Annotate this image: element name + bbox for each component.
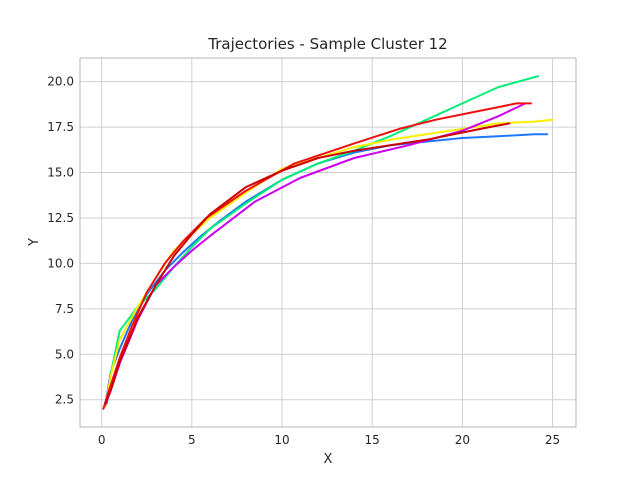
y-axis-label: Y bbox=[27, 238, 42, 247]
x-axis-label: X bbox=[324, 452, 333, 467]
x-tick-label: 10 bbox=[274, 433, 289, 447]
y-tick-label: 15.0 bbox=[47, 166, 74, 180]
y-tick-label: 17.5 bbox=[47, 120, 74, 134]
tick-labels: 0 5 10 15 20 25 2.5 5.0 7.5 10.0 12.5 15.0 17.5 20.0 bbox=[47, 75, 560, 447]
x-tick-label: 0 bbox=[98, 433, 106, 447]
plot-frame bbox=[79, 57, 577, 428]
trajectory-line-5 bbox=[102, 102, 532, 410]
chart-title: Trajectories - Sample Cluster 12 bbox=[207, 35, 447, 53]
x-tick-label: 25 bbox=[545, 433, 560, 447]
trajectory-line-2 bbox=[106, 75, 540, 405]
y-tick-label: 7.5 bbox=[55, 302, 74, 316]
x-tick-label: 5 bbox=[188, 433, 196, 447]
y-tick-label: 20.0 bbox=[47, 75, 74, 89]
x-tick-label: 15 bbox=[365, 433, 380, 447]
y-tick-label: 12.5 bbox=[47, 211, 74, 225]
trajectory-line-1 bbox=[104, 133, 549, 407]
y-tick-label: 5.0 bbox=[55, 347, 74, 361]
trajectory-line-6 bbox=[104, 122, 511, 405]
y-tick-label: 10.0 bbox=[47, 256, 74, 270]
x-tick-label: 20 bbox=[455, 433, 470, 447]
grid bbox=[80, 58, 576, 427]
y-tick-label: 2.5 bbox=[55, 393, 74, 407]
series-group bbox=[102, 75, 554, 410]
